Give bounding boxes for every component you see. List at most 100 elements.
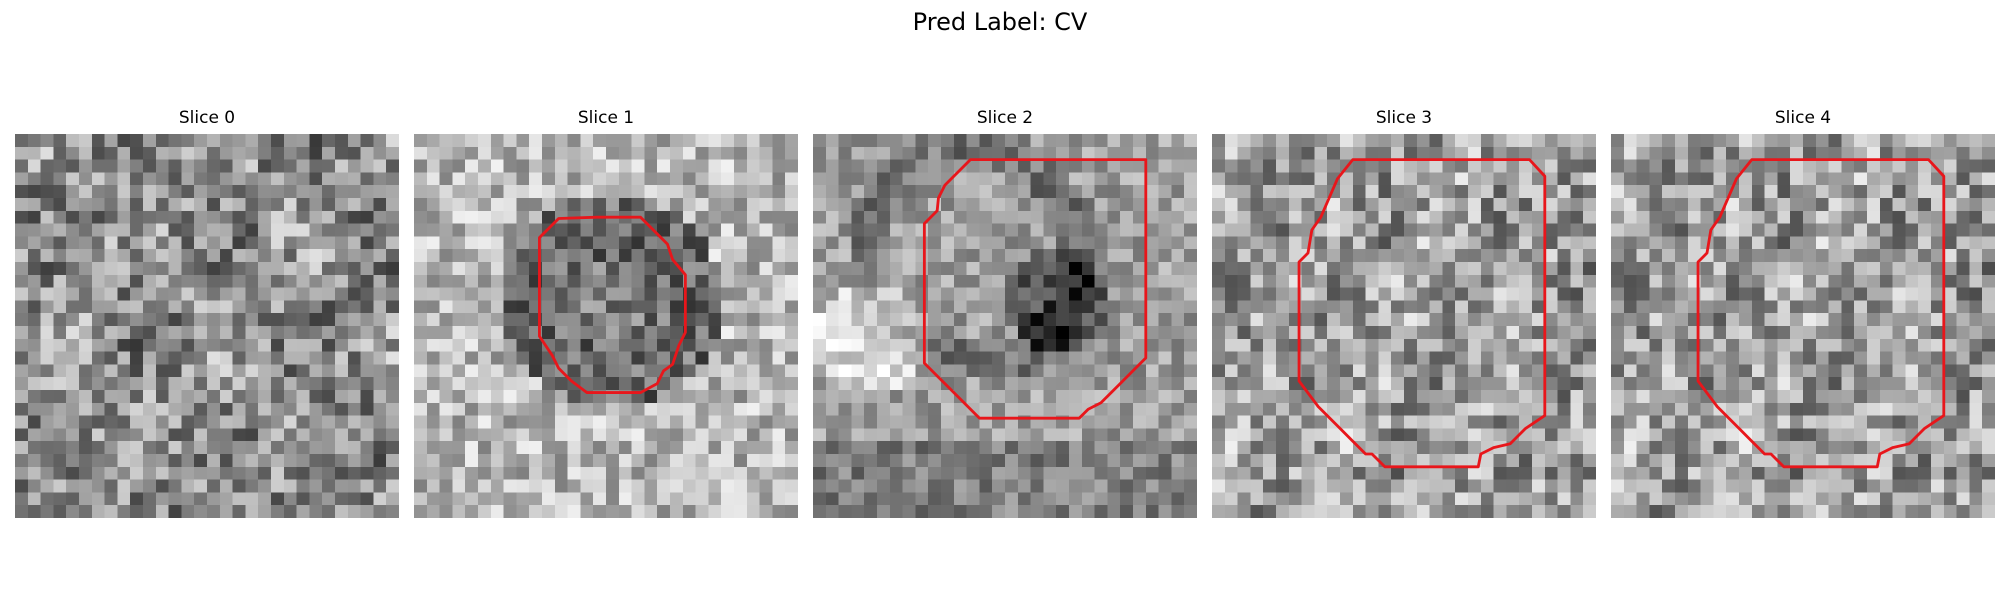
pixel — [772, 134, 786, 148]
pixel — [335, 492, 349, 506]
pixel — [1404, 466, 1418, 480]
pixel — [1043, 364, 1057, 378]
pixel — [143, 185, 157, 199]
pixel — [1365, 338, 1379, 352]
pixel — [1171, 415, 1185, 429]
pixel — [1480, 134, 1494, 148]
pixel — [168, 466, 182, 480]
pixel — [1700, 274, 1714, 288]
pixel — [1892, 505, 1906, 518]
pixel — [1094, 351, 1108, 365]
pixel — [1726, 249, 1740, 263]
pixel — [1739, 300, 1753, 314]
pixel — [542, 390, 556, 404]
pixel — [1892, 198, 1906, 212]
pixel — [1583, 223, 1596, 237]
pixel — [490, 313, 504, 327]
pixel — [258, 236, 272, 250]
pixel — [503, 402, 517, 416]
pixel — [1404, 185, 1418, 199]
pixel — [1854, 262, 1868, 276]
pixel — [1649, 274, 1663, 288]
pixel — [1250, 313, 1264, 327]
pixel — [1184, 223, 1197, 237]
pixel — [1120, 454, 1134, 468]
pixel — [1429, 415, 1443, 429]
pixel — [759, 198, 773, 212]
pixel — [953, 338, 967, 352]
pixel — [1480, 159, 1494, 173]
pixel — [245, 338, 259, 352]
pixel — [759, 415, 773, 429]
pixel — [181, 415, 195, 429]
pixel — [606, 338, 620, 352]
pixel — [1675, 492, 1689, 506]
pixel — [1841, 338, 1855, 352]
pixel — [1391, 377, 1405, 391]
pixel — [373, 210, 387, 224]
pixel — [232, 364, 246, 378]
pixel — [1056, 300, 1070, 314]
pixel — [682, 441, 696, 455]
pixel — [1519, 441, 1533, 455]
slice-title: Slice 3 — [1375, 108, 1433, 128]
pixel — [439, 185, 453, 199]
pixel — [657, 287, 671, 301]
pixel — [1314, 466, 1328, 480]
pixel — [734, 479, 748, 493]
pixel — [554, 454, 568, 468]
pixel — [1094, 313, 1108, 327]
pixel — [708, 479, 722, 493]
pixel — [953, 402, 967, 416]
pixel — [452, 198, 466, 212]
pixel — [516, 185, 530, 199]
pixel — [1340, 274, 1354, 288]
pixel — [1867, 223, 1881, 237]
pixel — [542, 441, 556, 455]
pixel — [1931, 377, 1945, 391]
pixel — [1828, 441, 1842, 455]
pixel — [1544, 454, 1558, 468]
pixel — [1764, 313, 1778, 327]
pixel — [1700, 492, 1714, 506]
pixel — [1327, 326, 1341, 340]
pixel — [1340, 454, 1354, 468]
pixel — [825, 313, 839, 327]
pixel — [851, 287, 865, 301]
pixel — [414, 402, 428, 416]
pixel — [27, 198, 41, 212]
pixel — [1429, 466, 1443, 480]
pixel — [516, 300, 530, 314]
pixel — [1184, 454, 1197, 468]
pixel — [1133, 185, 1147, 199]
pixel — [1854, 479, 1868, 493]
pixel — [825, 172, 839, 186]
pixel — [335, 441, 349, 455]
pixel — [1879, 146, 1893, 160]
pixel — [1828, 402, 1842, 416]
pixel — [1263, 172, 1277, 186]
pixel — [734, 262, 748, 276]
pixel — [1841, 492, 1855, 506]
pixel — [1570, 479, 1584, 493]
pixel — [1854, 466, 1868, 480]
pixel — [1327, 390, 1341, 404]
pixel — [1327, 505, 1341, 518]
pixel — [1365, 390, 1379, 404]
pixel — [877, 466, 891, 480]
pixel — [851, 223, 865, 237]
pixel — [1751, 402, 1765, 416]
pixel — [296, 210, 310, 224]
pixel — [631, 146, 645, 160]
pixel — [682, 185, 696, 199]
pixel — [567, 198, 581, 212]
pixel — [1557, 415, 1571, 429]
pixel — [695, 172, 709, 186]
pixel — [1726, 492, 1740, 506]
pixel — [902, 198, 916, 212]
pixel — [966, 351, 980, 365]
pixel — [851, 198, 865, 212]
pixel — [232, 479, 246, 493]
pixel — [1212, 300, 1226, 314]
pixel — [1094, 454, 1108, 468]
